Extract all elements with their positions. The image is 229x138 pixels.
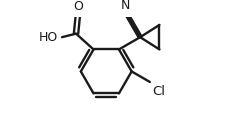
Text: HO: HO bbox=[38, 31, 57, 44]
Text: N: N bbox=[120, 0, 129, 12]
Text: Cl: Cl bbox=[152, 85, 165, 98]
Text: O: O bbox=[73, 0, 82, 13]
